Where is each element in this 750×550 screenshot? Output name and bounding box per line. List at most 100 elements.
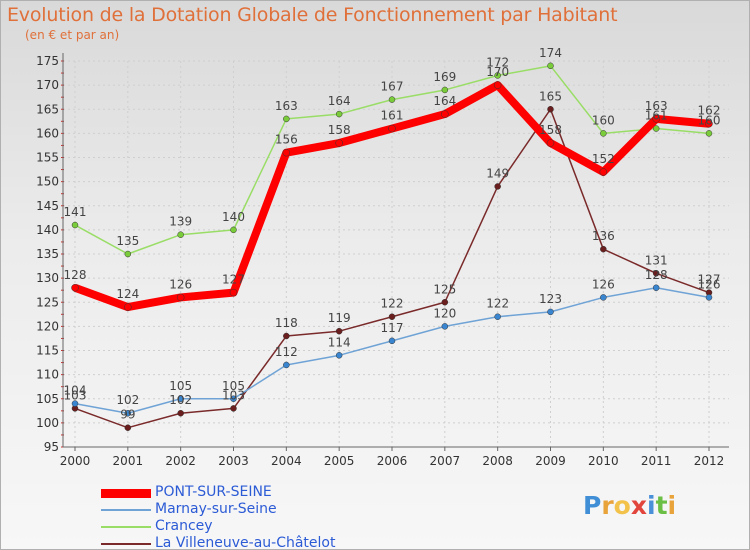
legend-label: Crancey <box>155 518 213 534</box>
data-point <box>230 405 237 412</box>
data-point <box>652 115 660 123</box>
data-label: 117 <box>381 321 404 335</box>
legend-swatch <box>101 543 151 545</box>
data-point <box>177 231 184 238</box>
data-point <box>124 409 132 417</box>
legend-swatch <box>101 488 151 498</box>
data-label: 160 <box>698 113 721 127</box>
y-tick-label: 140 <box>36 223 59 237</box>
data-label: 169 <box>433 70 456 84</box>
data-label: 128 <box>645 268 668 282</box>
y-tick-label: 125 <box>36 295 59 309</box>
data-point <box>652 270 660 277</box>
data-label: 174 <box>539 46 562 60</box>
data-point <box>71 221 79 229</box>
x-tick-label: 2012 <box>694 454 725 468</box>
data-label: 128 <box>64 268 87 282</box>
data-point <box>283 361 290 369</box>
brand-letter: i <box>667 491 677 520</box>
x-tick-label: 2009 <box>535 454 566 468</box>
data-point <box>388 96 396 103</box>
data-label: 140 <box>222 210 245 224</box>
brand-letter: x <box>630 491 647 520</box>
data-point <box>441 86 449 94</box>
y-tick-label: 165 <box>36 102 59 116</box>
data-label: 105 <box>169 379 192 393</box>
x-tick-label: 2000 <box>60 454 91 468</box>
data-label: 125 <box>433 282 456 296</box>
x-tick-label: 2006 <box>377 454 408 468</box>
data-label: 123 <box>539 292 562 306</box>
data-point <box>335 110 343 118</box>
data-label: 152 <box>592 152 615 166</box>
data-label: 118 <box>275 316 298 330</box>
data-point <box>230 395 237 402</box>
data-label: 119 <box>328 311 351 325</box>
data-point <box>547 308 554 316</box>
data-point <box>441 323 449 330</box>
data-point <box>494 313 501 320</box>
y-tick-label: 145 <box>36 199 59 213</box>
y-tick-label: 100 <box>36 416 59 430</box>
data-label: 165 <box>539 89 562 103</box>
chart-subtitle: (en € et par an) <box>25 28 120 42</box>
legend-swatch <box>101 526 151 528</box>
x-tick-label: 2011 <box>641 454 672 468</box>
data-point <box>230 226 237 234</box>
data-point <box>652 284 660 292</box>
data-point <box>441 110 449 118</box>
data-label: 164 <box>328 94 351 108</box>
data-point <box>282 148 291 157</box>
brand-logo: Proxiti <box>583 491 676 520</box>
y-tick-label: 105 <box>36 392 59 406</box>
data-label: 122 <box>486 297 509 311</box>
data-label: 149 <box>486 166 509 180</box>
y-tick-label: 130 <box>36 271 59 285</box>
data-label: 99 <box>120 408 135 422</box>
data-label: 120 <box>433 306 456 320</box>
data-point <box>493 81 502 89</box>
data-label: 161 <box>645 109 668 123</box>
data-label: 135 <box>116 234 139 248</box>
brand-letter: i <box>647 491 656 520</box>
legend-label: Marnay-sur-Seine <box>155 501 277 517</box>
chart-title: Evolution de la Dotation Globale de Fonc… <box>7 4 618 26</box>
data-label: 163 <box>645 99 668 113</box>
data-point <box>600 130 607 137</box>
data-label: 103 <box>222 388 245 402</box>
y-tick-label: 170 <box>36 78 59 92</box>
y-tick-label: 135 <box>36 247 59 261</box>
data-point <box>547 106 554 113</box>
data-point <box>388 124 396 133</box>
data-label: 122 <box>381 297 404 311</box>
data-point <box>494 183 501 190</box>
x-tick-label: 2010 <box>588 454 619 468</box>
x-tick-label: 2001 <box>113 454 144 468</box>
data-point <box>283 332 290 340</box>
brand-letter: t <box>655 491 668 520</box>
data-label: 124 <box>116 287 139 301</box>
x-tick-label: 2005 <box>324 454 355 468</box>
x-tick-label: 2004 <box>271 454 302 468</box>
data-label: 112 <box>275 345 298 359</box>
y-tick-label: 120 <box>36 319 59 333</box>
data-label: 126 <box>169 277 192 291</box>
data-point <box>335 327 343 335</box>
data-label: 160 <box>592 113 615 127</box>
data-point <box>705 294 713 301</box>
brand-letter: o <box>613 491 631 520</box>
data-label: 102 <box>116 393 139 407</box>
data-point <box>124 424 132 431</box>
data-point <box>124 250 132 258</box>
data-label: 172 <box>486 55 509 69</box>
x-tick-label: 2002 <box>165 454 196 468</box>
y-tick-label: 115 <box>36 344 59 358</box>
data-point <box>388 313 396 320</box>
data-label: 139 <box>169 215 192 229</box>
data-label: 161 <box>381 109 404 123</box>
data-label: 141 <box>64 205 87 219</box>
data-label: 167 <box>381 80 404 94</box>
data-point <box>71 400 79 407</box>
data-point <box>176 293 185 302</box>
